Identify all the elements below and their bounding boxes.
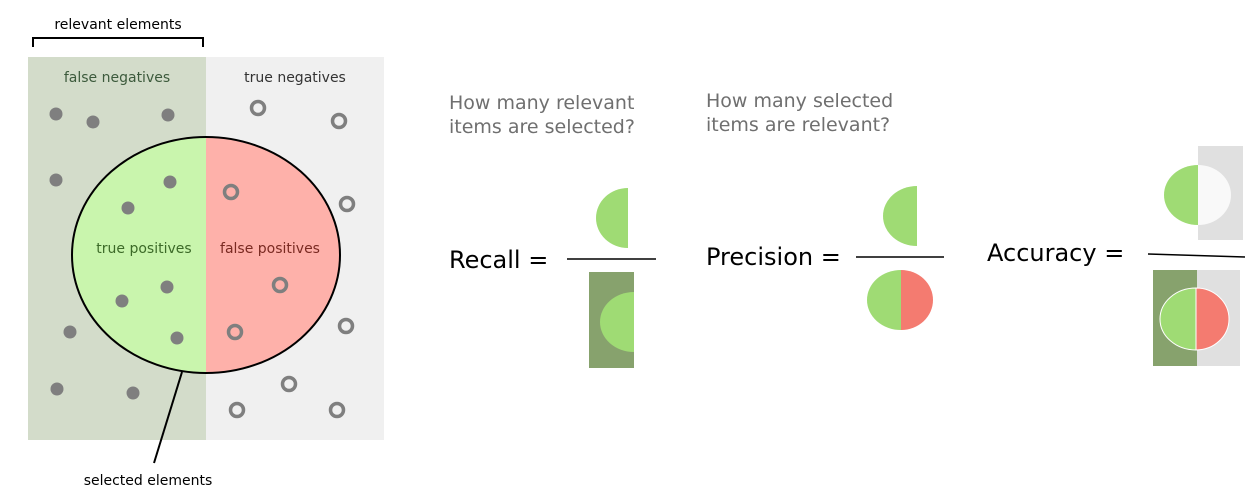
precision-formula-label: Precision = [706,243,841,271]
recall-question-line1: How many relevant [449,92,634,114]
accuracy-numerator-tn-icon [1198,165,1231,225]
precision-question-line2: items are relevant? [706,114,890,136]
non-relevant-dots [222,99,356,419]
non-relevant-dot [249,99,267,117]
precision-question-line1: How many selected [706,90,893,112]
non-relevant-dot [338,195,356,213]
recall-formula-label: Recall = [449,246,548,274]
relevant-elements-bracket [32,37,204,47]
non-relevant-dot [330,112,348,130]
relevant-dot [49,107,63,121]
non-relevant-dot [337,317,355,335]
true-negatives-label: true negatives [244,70,346,86]
relevant-dot [160,280,174,294]
accuracy-fraction-bar [1147,253,1246,258]
relevant-dot [170,331,184,345]
selected-elements-label: selected elements [84,473,213,489]
relevant-dot [161,108,175,122]
false-positives-label: false positives [220,241,320,257]
non-relevant-dot [226,323,244,341]
non-relevant-dot [328,401,346,419]
relevant-dot [49,173,63,187]
recall-denominator-icon [600,292,634,352]
true-positives-region [72,137,206,373]
non-relevant-dot [271,276,289,294]
recall-numerator-icon [596,188,628,248]
false-positives-region [206,137,340,373]
recall-question-line2: items are selected? [449,116,635,138]
true-positives-label: true positives [96,241,191,257]
accuracy-denominator-fp-icon [1195,287,1230,351]
non-relevant-dot [228,401,246,419]
precision-numerator-icon [883,186,917,246]
relevant-dot [50,382,64,396]
precision-denominator-fp-icon [901,270,933,330]
non-relevant-dot [280,375,298,393]
relevant-dot [121,201,135,215]
selected-elements-outline [71,136,341,374]
relevant-dot [63,325,77,339]
accuracy-formula-label: Accuracy = [987,239,1124,267]
relevant-dot [115,294,129,308]
relevant-dot [126,386,140,400]
precision-denominator-tp-icon [867,270,901,330]
false-negatives-label: false negatives [64,70,170,86]
selected-elements-pointer [153,371,183,464]
relevant-dot [86,115,100,129]
accuracy-numerator-tp-icon [1164,165,1198,225]
relevant-dots [49,107,184,400]
accuracy-denominator-tp-icon [1159,287,1197,351]
non-relevant-dot [222,183,240,201]
relevant-dot [163,175,177,189]
relevant-elements-label: relevant elements [54,17,181,33]
